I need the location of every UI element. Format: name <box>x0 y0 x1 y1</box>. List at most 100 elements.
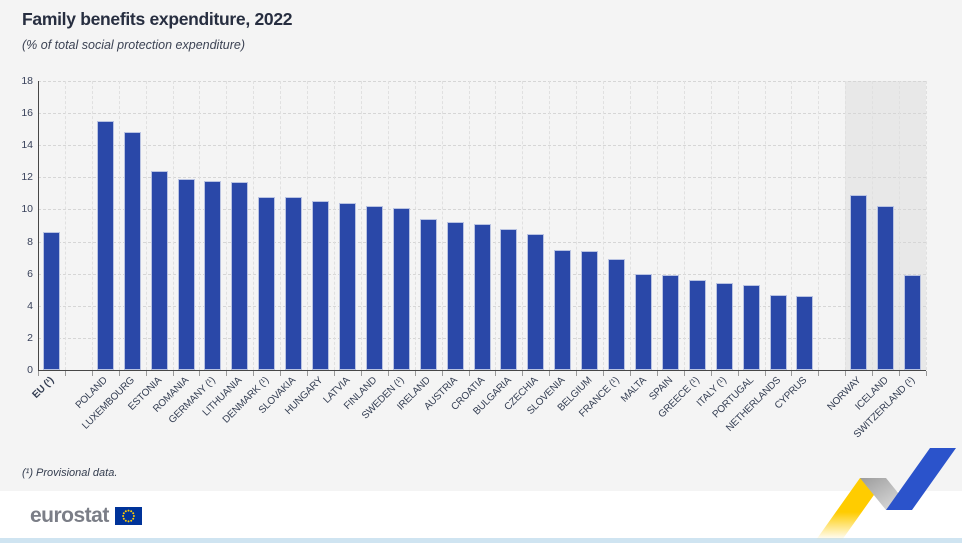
v-gridline <box>872 81 874 370</box>
bar <box>688 280 706 370</box>
y-tick-label: 10 <box>21 203 33 216</box>
plot-area <box>38 81 927 376</box>
x-tick <box>280 371 282 376</box>
bar <box>473 223 491 370</box>
x-tick <box>441 371 443 376</box>
chart-title: Family benefits expenditure, 2022 <box>22 9 293 29</box>
y-tick-label: 4 <box>27 299 33 312</box>
v-gridline <box>441 81 443 370</box>
bar <box>715 283 733 370</box>
h-gridline <box>38 177 926 179</box>
h-gridline <box>38 209 926 211</box>
y-tick-label: 2 <box>27 331 33 344</box>
x-tick <box>387 371 389 376</box>
x-tick <box>199 371 201 376</box>
v-gridline <box>226 81 228 370</box>
x-tick <box>737 371 739 376</box>
x-tick <box>630 371 631 376</box>
v-gridline <box>710 81 712 370</box>
x-tick <box>764 371 766 376</box>
bar <box>42 231 60 370</box>
x-tick <box>872 371 874 376</box>
x-tick <box>926 371 927 376</box>
v-gridline <box>91 81 93 370</box>
x-tick <box>307 371 309 376</box>
v-gridline <box>172 81 174 370</box>
x-axis-line <box>38 370 926 371</box>
v-gridline <box>280 81 282 370</box>
x-tick <box>91 371 93 376</box>
x-tick <box>145 371 147 376</box>
bar <box>661 275 679 370</box>
bar <box>554 249 572 370</box>
bar <box>204 180 222 370</box>
bar <box>608 259 626 370</box>
ribbon-blue-band <box>886 448 956 510</box>
v-gridline <box>199 81 201 370</box>
v-gridline <box>603 81 605 370</box>
bar <box>258 196 276 370</box>
y-tick-label: 18 <box>21 75 33 87</box>
h-gridline <box>38 145 926 147</box>
v-gridline <box>334 81 335 370</box>
v-gridline <box>764 81 766 370</box>
bar <box>285 196 303 370</box>
v-gridline <box>387 81 389 370</box>
v-gridline <box>468 81 470 370</box>
v-gridline <box>549 81 551 370</box>
bar <box>850 194 868 370</box>
bar <box>419 219 437 370</box>
x-tick <box>710 371 712 376</box>
v-gridline <box>791 81 793 370</box>
y-tick-label: 16 <box>21 107 33 120</box>
bar <box>446 222 464 370</box>
v-gridline <box>656 81 658 370</box>
v-gridline <box>737 81 739 370</box>
v-gridline <box>64 81 66 370</box>
v-gridline <box>145 81 147 370</box>
bar <box>500 228 518 370</box>
x-tick <box>549 371 551 376</box>
x-tick <box>64 371 66 376</box>
bar <box>150 170 168 370</box>
bar <box>581 251 599 370</box>
x-tick <box>226 371 228 376</box>
h-gridline <box>38 81 926 82</box>
v-gridline <box>899 81 901 370</box>
x-tick <box>522 371 524 376</box>
eurostat-logo: eurostat <box>30 501 142 531</box>
eurostat-wordmark: eurostat <box>30 504 109 527</box>
v-gridline <box>926 81 927 370</box>
y-tick-label: 14 <box>21 139 33 152</box>
bar <box>904 275 922 370</box>
x-tick <box>791 371 793 376</box>
footnote: (¹) Provisional data. <box>22 467 118 479</box>
bar <box>312 201 330 370</box>
v-gridline <box>118 81 120 370</box>
v-gridline <box>522 81 524 370</box>
v-gridline <box>253 81 255 370</box>
bar <box>177 178 195 370</box>
bar <box>123 132 141 370</box>
v-gridline <box>683 81 685 370</box>
v-gridline <box>576 81 578 370</box>
x-tick <box>576 371 578 376</box>
bar-label-text: MALTA <box>618 375 649 405</box>
bar <box>527 233 545 370</box>
x-tick <box>899 371 901 376</box>
v-gridline <box>845 81 847 370</box>
bar <box>742 284 760 370</box>
y-tick-label: 12 <box>21 171 33 184</box>
v-gridline <box>307 81 309 370</box>
v-gridline <box>414 81 416 370</box>
bar <box>634 273 652 370</box>
y-axis-line <box>38 81 39 370</box>
h-gridline <box>38 113 926 115</box>
v-gridline <box>630 81 631 370</box>
bar <box>96 121 114 370</box>
x-tick <box>845 371 847 376</box>
bar-label-text: EU (¹) <box>30 375 57 401</box>
y-tick-label: 6 <box>27 267 33 280</box>
x-tick <box>603 371 605 376</box>
